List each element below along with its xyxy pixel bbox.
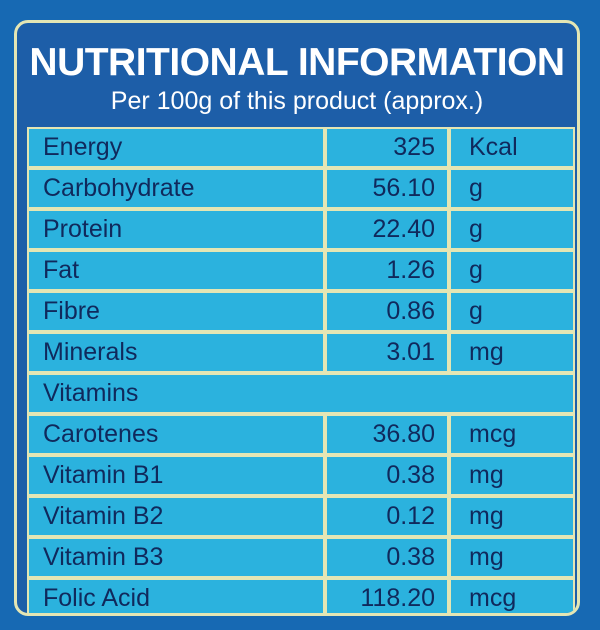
table-row: Carbohydrate 56.10 g [27,168,575,209]
nutrient: Carbohydrate [27,168,325,209]
table-row: Fat 1.26 g [27,250,575,291]
unit: mg [449,455,575,496]
table-row: Minerals 3.01 mg [27,332,575,373]
unit: mg [449,496,575,537]
amount: 0.38 [325,455,449,496]
unit: mg [449,332,575,373]
unit: mcg [449,578,575,613]
table-row: Carotenes 36.80 mcg [27,414,575,455]
table-row: Energy 325 Kcal [27,127,575,168]
nutrition-table: Energy 325 Kcal Carbohydrate 56.10 g Protein 22… [27,127,575,613]
subtitle: Per 100g of this product (approx.) [110,87,484,115]
table-row: Protein 22.40 g [27,209,575,250]
nutrient: Fat [27,250,325,291]
unit: g [449,250,575,291]
nutrient: Minerals [27,332,325,373]
unit: g [449,291,575,332]
nutrient: Carotenes [27,414,325,455]
section-heading: Vitamins [27,373,575,414]
amount: 0.86 [325,291,449,332]
amount: 3.01 [325,332,449,373]
amount: 118.20 [325,578,449,613]
nutrient: Folic Acid [27,578,325,613]
nutrition-label: NUTRITIONAL INFORMATION Per 100g of this… [14,20,580,616]
unit: g [449,168,575,209]
table-row: Vitamin B3 0.38 mg [27,537,575,578]
table-row: Vitamins [27,373,575,414]
nutrient: Fibre [27,291,325,332]
unit: g [449,209,575,250]
table-row: Fibre 0.86 g [27,291,575,332]
unit: mcg [449,414,575,455]
amount: 1.26 [325,250,449,291]
amount: 0.12 [325,496,449,537]
nutrient: Vitamin B1 [27,455,325,496]
table-row: Vitamin B2 0.12 mg [27,496,575,537]
nutrient: Protein [27,209,325,250]
table-row: Vitamin B1 0.38 mg [27,455,575,496]
amount: 56.10 [325,168,449,209]
unit: mg [449,537,575,578]
amount: 325 [325,127,449,168]
nutrient: Vitamin B2 [27,496,325,537]
nutrient: Vitamin B3 [27,537,325,578]
nutrient: Energy [27,127,325,168]
amount: 22.40 [325,209,449,250]
amount: 0.38 [325,537,449,578]
amount: 36.80 [325,414,449,455]
title: NUTRITIONAL INFORMATION [29,41,565,84]
unit: Kcal [449,127,575,168]
table-row: Folic Acid 118.20 mcg [27,578,575,613]
